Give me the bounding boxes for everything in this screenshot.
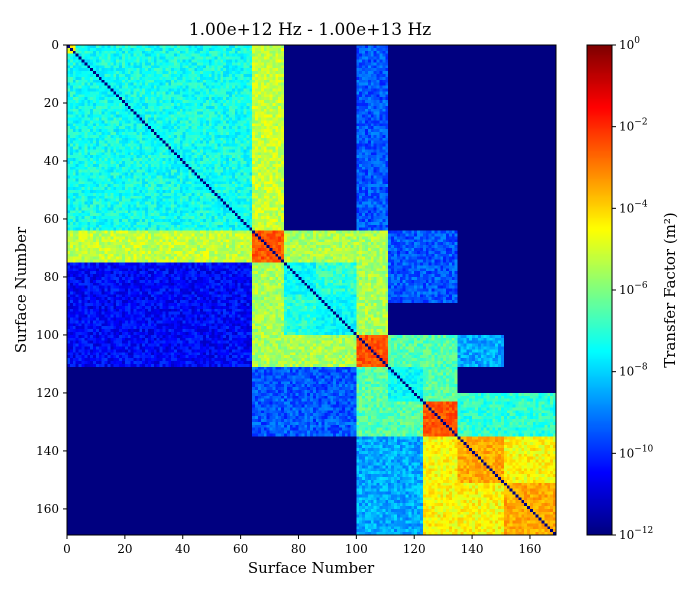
x-axis-label: Surface Number: [248, 559, 375, 577]
colorbar-tick-label: 10−10: [619, 444, 654, 460]
x-tick-label: 40: [175, 542, 190, 556]
x-tick-label: 140: [461, 542, 484, 556]
x-tick-label: 20: [117, 542, 132, 556]
x-tick-label: 160: [519, 542, 542, 556]
colorbar-tick-label: 10−4: [619, 199, 648, 215]
y-tick-label: 20: [44, 96, 59, 110]
colorbar-ticks: 10−12 10−10 10−8 10−6 10−4 10−2 100: [612, 36, 654, 542]
y-tick-label: 60: [44, 212, 59, 226]
y-tick-label: 120: [36, 386, 59, 400]
heatmap-plot-area: [66, 44, 557, 536]
colorbar-tick-label: 10−6: [619, 281, 648, 297]
chart-title: 1.00e+12 Hz - 1.00e+13 Hz: [189, 20, 432, 40]
y-axis-ticks: 0 20 40 60 80 100 120 140 160: [36, 38, 67, 516]
heatmap-image: [67, 45, 556, 535]
colorbar-tick-label: 10−12: [619, 526, 653, 542]
y-tick-label: 0: [51, 38, 59, 52]
y-tick-label: 160: [36, 502, 59, 516]
y-tick-label: 100: [36, 328, 59, 342]
x-tick-label: 120: [403, 542, 426, 556]
colorbar: 10−12 10−10 10−8 10−6 10−4 10−2 100 Transfer F…: [586, 36, 679, 542]
colorbar-tick-label: 100: [619, 36, 640, 52]
y-axis-label: Surface Number: [12, 226, 30, 353]
x-tick-label: 80: [291, 542, 306, 556]
colorbar-label: Transfer Factor (m²): [661, 212, 679, 368]
plot-frame: [66, 44, 557, 536]
y-tick-label: 140: [36, 444, 59, 458]
x-tick-label: 100: [345, 542, 368, 556]
colorbar-tick-label: 10−2: [619, 118, 648, 134]
colorbar-tick-label: 10−8: [619, 363, 648, 379]
y-tick-label: 40: [44, 154, 59, 168]
x-tick-label: 60: [233, 542, 248, 556]
x-axis-ticks: 0 20 40 60 80 100 120 140 160: [63, 535, 541, 556]
colorbar-gradient: [587, 45, 612, 535]
y-tick-label: 80: [44, 270, 59, 284]
x-tick-label: 0: [63, 542, 71, 556]
